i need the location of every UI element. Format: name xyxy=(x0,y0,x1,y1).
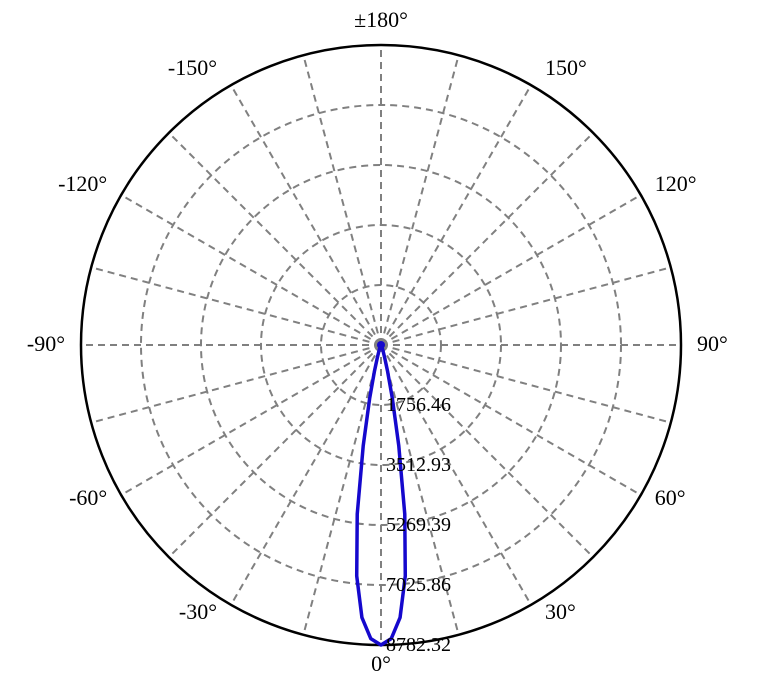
angle-label: 60° xyxy=(655,485,686,510)
angle-label: 90° xyxy=(697,331,728,356)
angle-label: 150° xyxy=(545,55,587,80)
angle-label: 30° xyxy=(545,599,576,624)
center-dot xyxy=(377,341,385,349)
angle-label: -90° xyxy=(27,331,65,356)
angle-label: 120° xyxy=(655,171,697,196)
angle-label: -150° xyxy=(168,55,217,80)
radial-label: 3512.93 xyxy=(386,454,451,476)
angle-label: -120° xyxy=(58,171,107,196)
radial-label: 5269.39 xyxy=(386,514,451,536)
radial-label: 1756.46 xyxy=(386,394,451,416)
polar-chart: ±180°150°120°90°60°30°0°-30°-60°-90°-120… xyxy=(0,0,763,690)
radial-label: 8782.32 xyxy=(386,634,451,656)
angle-label: ±180° xyxy=(354,7,408,32)
angle-label: -30° xyxy=(179,599,217,624)
angle-label: -60° xyxy=(69,485,107,510)
radial-label: 7025.86 xyxy=(386,574,451,596)
